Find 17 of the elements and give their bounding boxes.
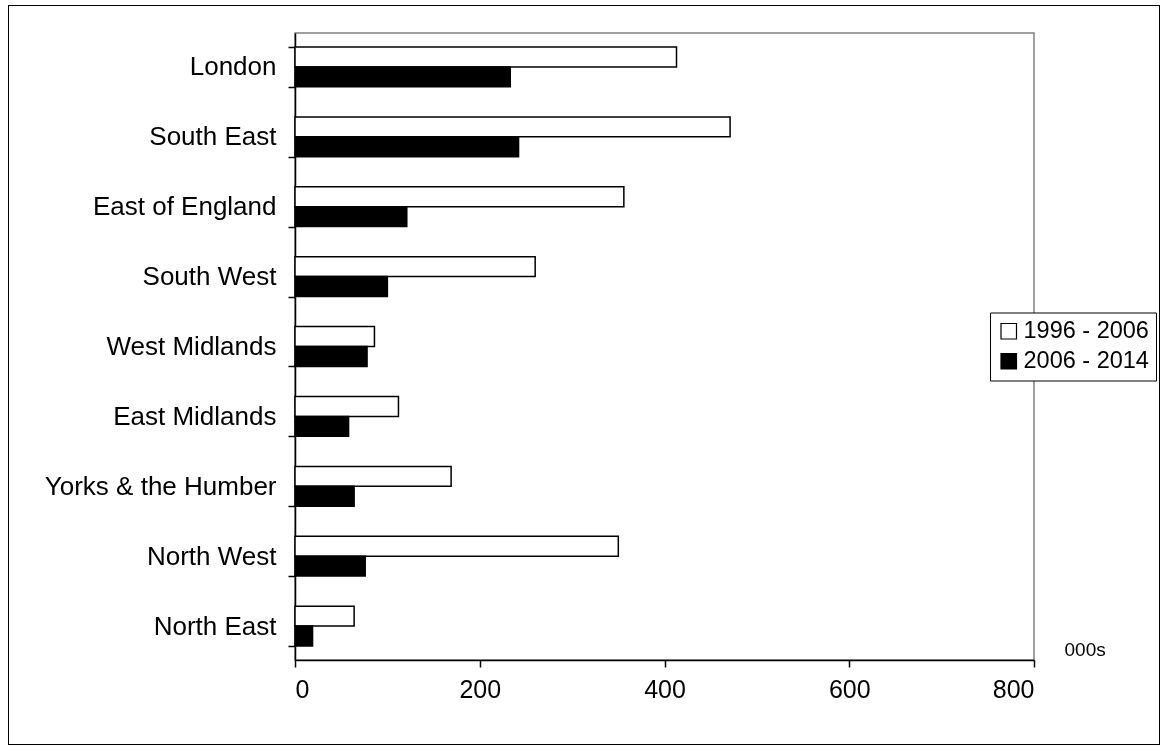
y-tick-label: Yorks & the Humber — [44, 470, 277, 501]
x-tick-label: 600 — [828, 674, 871, 703]
y-tick-label: West Midlands — [106, 331, 277, 361]
x-tick-label: 200 — [459, 674, 502, 703]
y-tick-label: London — [189, 51, 277, 82]
y-tick-label: East of England — [92, 191, 277, 222]
x-tick-label: 400 — [644, 674, 686, 703]
y-tick-label: South West — [142, 261, 278, 292]
y-tick-label: East Midlands — [113, 400, 277, 431]
x-tick-label: 0 — [295, 674, 310, 703]
y-tick-label: South East — [149, 121, 278, 152]
x-tick-label: 800 — [992, 674, 1035, 703]
y-tick-label: North East — [153, 610, 278, 641]
legend-label: 1996 - 2006 — [1023, 317, 1149, 344]
y-tick-label: North West — [146, 540, 278, 571]
legend-label: 2006 - 2014 — [1023, 347, 1149, 374]
x-axis-title: 000s — [1064, 638, 1106, 660]
